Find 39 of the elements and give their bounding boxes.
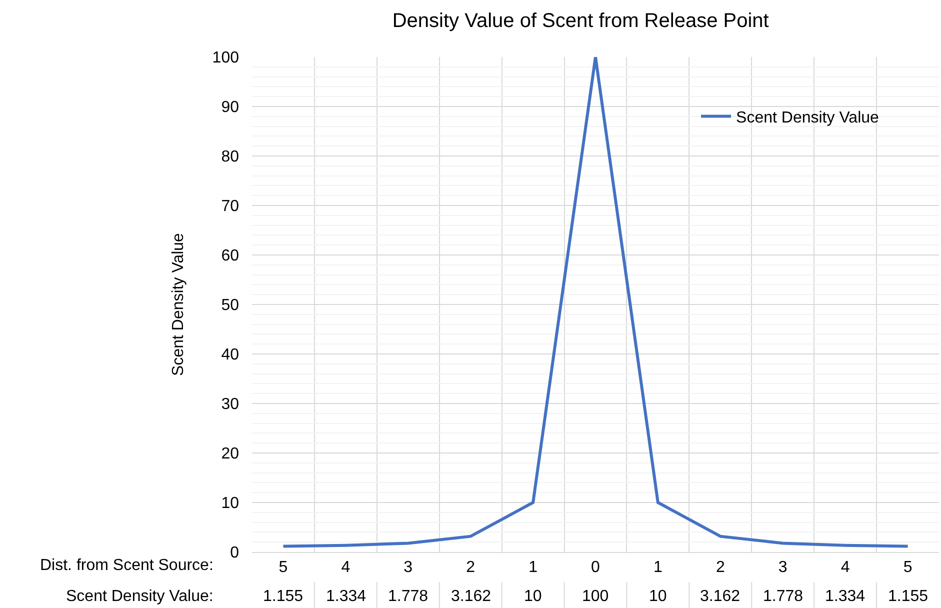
- y-tick-label: 90: [221, 99, 240, 116]
- data-label: 10: [649, 588, 667, 605]
- data-label: 1.155: [888, 588, 928, 605]
- chart-title: Density Value of Scent from Release Point: [392, 10, 770, 32]
- x-tick-label: 1: [528, 559, 538, 576]
- y-tick-label: 20: [221, 446, 240, 463]
- y-axis-title: Scent Density Value: [170, 232, 188, 376]
- y-tick-label: 40: [221, 346, 240, 364]
- x-tick-label: 3: [404, 559, 413, 576]
- data-label: 3.162: [700, 588, 740, 605]
- y-tick-label: 30: [221, 396, 240, 414]
- x-tick-label: 5: [278, 559, 288, 576]
- y-tick-label: 80: [221, 148, 240, 166]
- text: Scent Density Value:: [66, 588, 214, 605]
- data-label: 100: [582, 588, 609, 605]
- data-label: 1.155: [263, 588, 304, 605]
- x-tick-label: 4: [341, 559, 350, 576]
- line-series: [282, 57, 910, 548]
- legend-label: Scent Density Value: [736, 110, 880, 127]
- y-tick-label: 0: [230, 544, 240, 562]
- data-label: 1.778: [763, 588, 804, 605]
- x-tick-label: 2: [716, 559, 725, 576]
- x-tick-label: 0: [591, 559, 600, 576]
- y-tick-label: 70: [221, 198, 240, 216]
- x-tick-label: 4: [840, 559, 850, 576]
- y-tick-label: 60: [221, 248, 240, 265]
- data-label: 1.334: [825, 588, 866, 605]
- data-label: 1.778: [388, 588, 428, 605]
- data-label: 10: [524, 588, 542, 605]
- x-tick-label: 2: [466, 559, 476, 576]
- y-tick-label: 10: [221, 495, 240, 512]
- x-tick-label: 3: [778, 559, 788, 576]
- y-tick-label: 100: [212, 50, 240, 67]
- y-tick-label: 50: [221, 297, 240, 314]
- data-label: 1.334: [326, 588, 366, 605]
- text: Dist. from Scent Source:: [40, 557, 214, 574]
- x-tick-label: 5: [903, 559, 912, 576]
- x-tick-label: 1: [653, 559, 662, 576]
- data-label: 3.162: [451, 588, 492, 605]
